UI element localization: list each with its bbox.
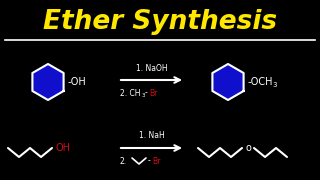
Text: -: - — [148, 156, 151, 165]
Text: o: o — [245, 143, 251, 153]
Text: Ether Synthesis: Ether Synthesis — [43, 9, 277, 35]
Text: OH: OH — [55, 143, 70, 153]
Text: 2.: 2. — [120, 156, 127, 165]
Text: Br: Br — [149, 89, 157, 98]
Text: 1. NaOH: 1. NaOH — [136, 64, 167, 73]
Text: 3: 3 — [142, 93, 146, 98]
Text: Br: Br — [152, 156, 160, 165]
Polygon shape — [212, 64, 244, 100]
Text: 3: 3 — [272, 82, 276, 88]
Text: 1. NaH: 1. NaH — [139, 132, 164, 141]
Text: -: - — [145, 89, 148, 98]
Polygon shape — [32, 64, 64, 100]
Text: -OCH: -OCH — [248, 77, 274, 87]
Text: -OH: -OH — [68, 77, 87, 87]
Text: 2. CH: 2. CH — [120, 89, 140, 98]
